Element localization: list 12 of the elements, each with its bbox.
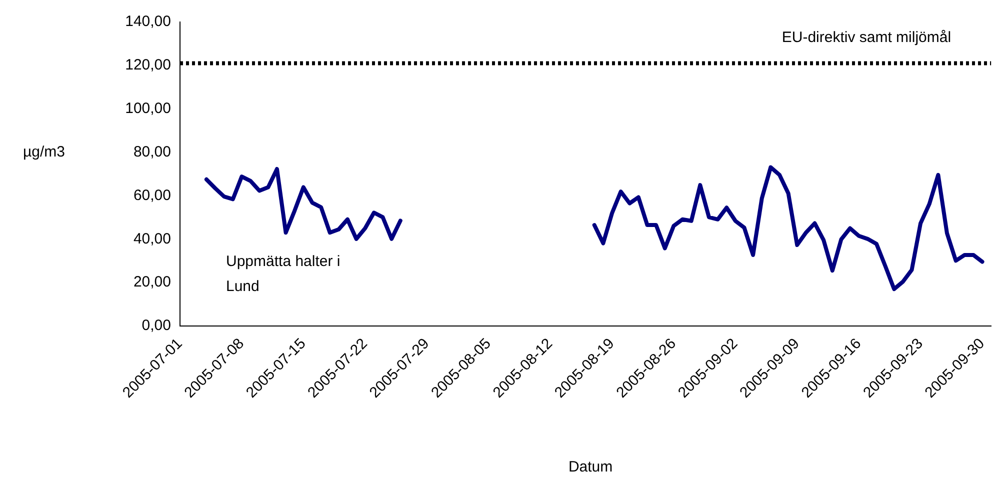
y-tick-label: 140,00 <box>125 13 171 30</box>
y-tick-label: 40,00 <box>133 230 171 248</box>
x-axis-title: Datum <box>568 458 613 476</box>
y-axis-title: µg/m3 <box>23 143 65 160</box>
ref-line-label: EU-direktiv samt miljömål <box>782 28 952 46</box>
y-tick-label: 20,00 <box>133 274 171 291</box>
y-tick-label: 100,00 <box>125 100 171 117</box>
y-tick-label: 80,00 <box>133 143 171 160</box>
annotation: Uppmätta halter i Lund <box>226 252 340 295</box>
y-tick-label: 0,00 <box>142 317 171 334</box>
y-tick-label: 60,00 <box>133 186 171 204</box>
y-tick-label: 120,00 <box>125 56 171 74</box>
